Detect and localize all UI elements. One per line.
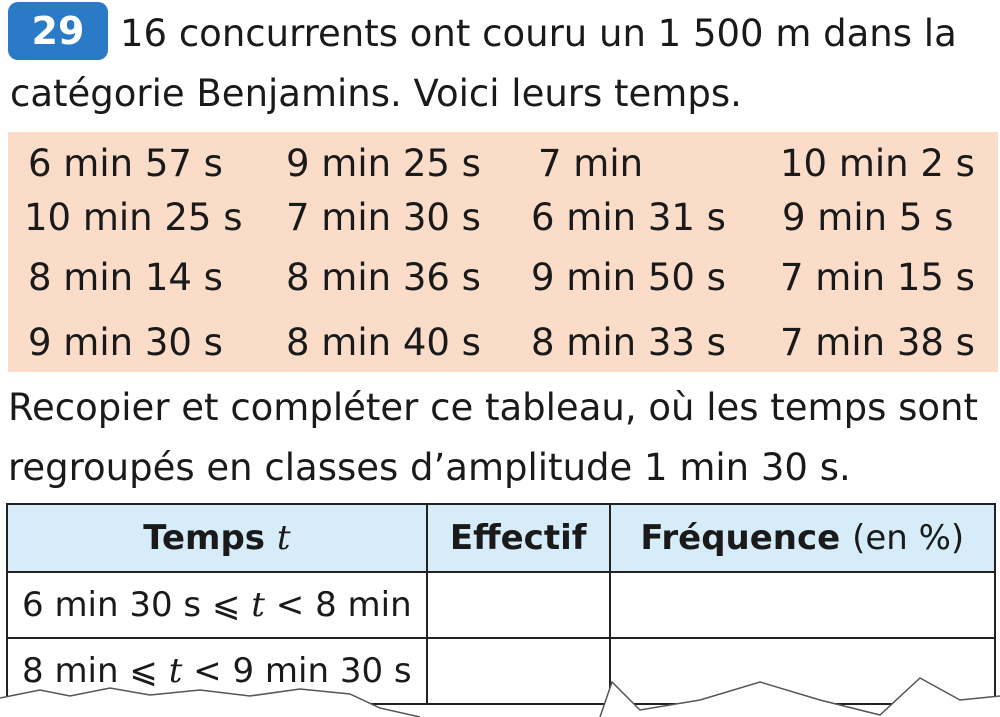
instruction-line-1: Recopier et compléter ce tableau, où les… bbox=[8, 386, 978, 429]
race-time: 8 min 14 s bbox=[28, 256, 223, 299]
interval-operator-lt: < bbox=[275, 585, 305, 625]
race-time: 10 min 2 s bbox=[780, 142, 975, 185]
interval-operator-le: ⩽ bbox=[129, 651, 158, 691]
exercise-number-badge: 29 bbox=[8, 2, 108, 60]
header-frequency-unit: (en %) bbox=[852, 518, 965, 558]
race-time: 8 min 33 s bbox=[531, 321, 726, 364]
intro-line-2: catégorie Benjamins. Voici leurs temps. bbox=[10, 72, 742, 115]
header-frequency: Fréquence (en %) bbox=[608, 503, 997, 573]
race-time: 7 min 15 s bbox=[780, 256, 975, 299]
header-time-variable: t bbox=[276, 518, 291, 558]
race-time: 10 min 25 s bbox=[24, 196, 243, 239]
table-row: 6 min 30 s ⩽ t < 8 min bbox=[6, 571, 997, 639]
interval-upper: 8 min bbox=[315, 585, 412, 625]
intro-line-1: 16 concurrents ont couru un 1 500 m dans… bbox=[120, 12, 957, 55]
instruction-line-2: regroupés en classes d’amplitude 1 min 3… bbox=[8, 446, 851, 489]
interval-operator-le: ⩽ bbox=[211, 585, 241, 625]
race-time: 7 min 30 s bbox=[286, 196, 481, 239]
race-time: 9 min 30 s bbox=[28, 321, 223, 364]
count-cell[interactable] bbox=[425, 637, 611, 705]
header-frequency-label: Fréquence bbox=[640, 518, 841, 558]
race-time: 6 min 57 s bbox=[28, 142, 223, 185]
interval-operator-lt: < bbox=[193, 651, 222, 691]
torn-paper-edge bbox=[0, 677, 1000, 717]
table-header-row: Temps t Effectif Fréquence (en %) bbox=[6, 503, 997, 573]
header-time: Temps t bbox=[6, 503, 428, 573]
race-time: 9 min 25 s bbox=[286, 142, 481, 185]
count-cell[interactable] bbox=[425, 571, 611, 639]
race-times-box: 6 min 57 s 9 min 25 s 7 min 10 min 2 s 1… bbox=[8, 132, 998, 372]
race-time: 6 min 31 s bbox=[531, 196, 726, 239]
exercise-instruction: Recopier et compléter ce tableau, où les… bbox=[8, 378, 998, 498]
race-time: 7 min bbox=[538, 142, 644, 185]
interval-lower: 6 min 30 s bbox=[22, 585, 202, 625]
race-time: 7 min 38 s bbox=[780, 321, 975, 364]
race-time: 8 min 40 s bbox=[286, 321, 481, 364]
race-time: 8 min 36 s bbox=[286, 256, 481, 299]
class-interval: 6 min 30 s ⩽ t < 8 min bbox=[6, 571, 428, 639]
interval-lower: 8 min bbox=[22, 651, 119, 691]
race-time: 9 min 5 s bbox=[782, 196, 954, 239]
header-time-label: Temps bbox=[143, 518, 266, 558]
exercise-intro: 16 concurrents ont couru un 1 500 m dans… bbox=[10, 4, 1000, 124]
frequency-cell[interactable] bbox=[608, 571, 997, 639]
header-count: Effectif bbox=[425, 503, 611, 573]
race-time: 9 min 50 s bbox=[531, 256, 726, 299]
interval-variable: t bbox=[251, 585, 265, 625]
interval-variable: t bbox=[168, 651, 183, 691]
interval-upper: 9 min 30 s bbox=[232, 651, 412, 691]
